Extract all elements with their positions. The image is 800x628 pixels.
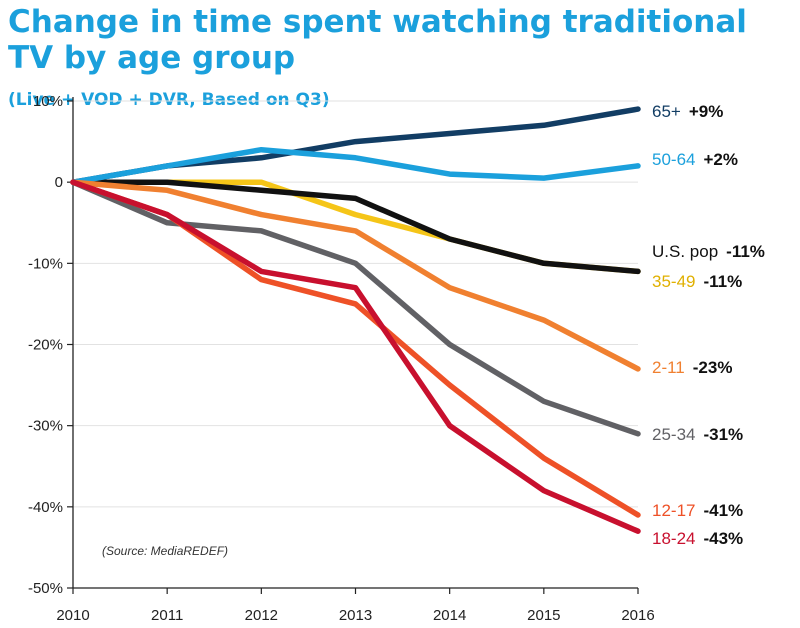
x-tick-label: 2012 <box>245 607 278 624</box>
series-label: 25-34 <box>652 425 695 444</box>
chart-title-line: Change in time spent watching traditiona… <box>8 4 747 76</box>
chart-subtitle: (Live + VOD + DVR, Based on Q3) <box>8 90 330 110</box>
y-tick-label: 0 <box>55 174 63 191</box>
series-label: U.S. pop <box>652 242 718 261</box>
y-axis-ticks: 10% 0 -10% -20% -30% -40% -50% <box>28 93 73 597</box>
chart-title: Change in time spent watching traditiona… <box>8 4 800 119</box>
series-value-label: -31% <box>703 425 743 444</box>
series-line-50-64 <box>70 146 641 185</box>
series-value-label: -23% <box>693 358 733 377</box>
x-tick-label: 2010 <box>56 607 89 624</box>
series-value-label: -43% <box>703 529 743 548</box>
series-label: 2-11 <box>652 358 685 377</box>
series-value-label: -11% <box>726 242 765 261</box>
x-tick-label: 2015 <box>527 607 560 624</box>
chart-subtitle-line: (Live + VOD + DVR, Based on Q3) <box>8 76 800 119</box>
series-label: 65+ <box>652 102 681 121</box>
series-label: 35-49 <box>652 272 695 291</box>
series-value-label: -41% <box>703 501 743 520</box>
x-tick-label: 2013 <box>339 607 372 624</box>
gridlines <box>73 100 638 589</box>
y-tick-label: -30% <box>28 418 63 435</box>
x-axis-ticks: 2010 2011 2012 2013 2014 2015 2016 <box>56 588 655 624</box>
series-value-label: -11% <box>703 272 742 291</box>
x-tick-label: 2011 <box>151 607 183 624</box>
series-line-2-11 <box>70 179 641 372</box>
y-tick-label: -40% <box>28 499 63 516</box>
y-tick-label: -20% <box>28 337 63 354</box>
y-tick-label: -10% <box>28 255 63 272</box>
series-lines <box>70 106 641 534</box>
series-line-65- <box>70 106 641 185</box>
y-tick-label: 10% <box>33 93 63 110</box>
series-line-25-34 <box>70 179 641 437</box>
series-label: 18-24 <box>652 529 695 548</box>
axes <box>72 97 638 589</box>
series-label: 50-64 <box>652 150 695 169</box>
series-label: 12-17 <box>652 501 695 520</box>
source-note: (Source: MediaREDEF) <box>102 544 228 558</box>
series-labels: 35-49 -11%U.S. pop -11%65+ +9%50-64 +2%2-11-… <box>652 102 765 548</box>
series-value-label: +9% <box>689 102 724 121</box>
x-tick-label: 2016 <box>621 607 654 624</box>
y-tick-label: -50% <box>28 580 63 597</box>
series-line-u-s-pop <box>70 179 641 275</box>
series-line-18-24 <box>70 179 641 534</box>
series-value-label: +2% <box>703 150 738 169</box>
series-line-35-49 <box>70 179 641 275</box>
x-tick-label: 2014 <box>433 607 466 624</box>
